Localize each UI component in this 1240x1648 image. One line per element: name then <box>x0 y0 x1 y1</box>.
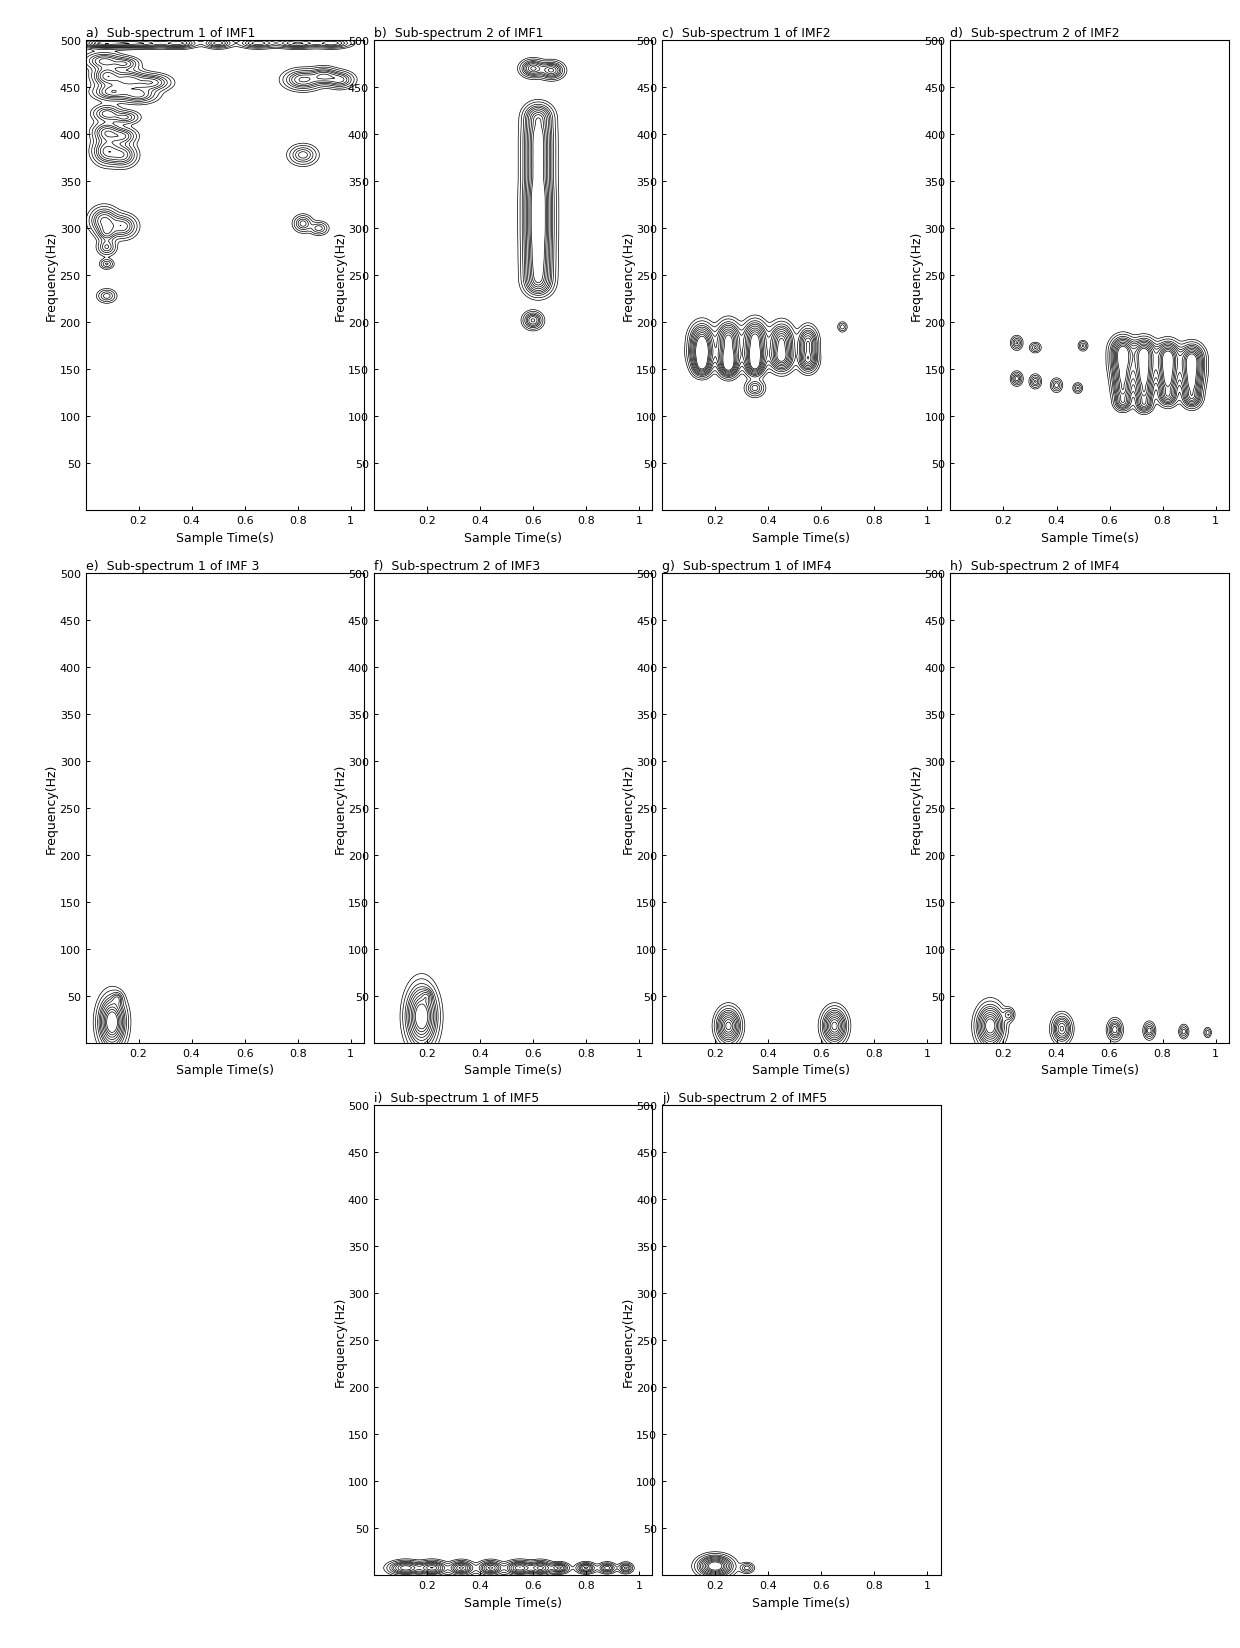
Y-axis label: Frequency(Hz): Frequency(Hz) <box>45 231 58 321</box>
X-axis label: Sample Time(s): Sample Time(s) <box>753 1063 851 1076</box>
Y-axis label: Frequency(Hz): Frequency(Hz) <box>621 763 635 854</box>
X-axis label: Sample Time(s): Sample Time(s) <box>464 1595 562 1608</box>
Text: h)  Sub-spectrum 2 of IMF4: h) Sub-spectrum 2 of IMF4 <box>950 559 1120 572</box>
Text: g)  Sub-spectrum 1 of IMF4: g) Sub-spectrum 1 of IMF4 <box>662 559 832 572</box>
X-axis label: Sample Time(s): Sample Time(s) <box>464 531 562 544</box>
Text: b)  Sub-spectrum 2 of IMF1: b) Sub-spectrum 2 of IMF1 <box>374 26 543 40</box>
Text: a)  Sub-spectrum 1 of IMF1: a) Sub-spectrum 1 of IMF1 <box>86 26 255 40</box>
X-axis label: Sample Time(s): Sample Time(s) <box>464 1063 562 1076</box>
Y-axis label: Frequency(Hz): Frequency(Hz) <box>334 231 346 321</box>
X-axis label: Sample Time(s): Sample Time(s) <box>1040 531 1138 544</box>
Y-axis label: Frequency(Hz): Frequency(Hz) <box>45 763 58 854</box>
Y-axis label: Frequency(Hz): Frequency(Hz) <box>621 231 635 321</box>
X-axis label: Sample Time(s): Sample Time(s) <box>753 531 851 544</box>
X-axis label: Sample Time(s): Sample Time(s) <box>176 531 274 544</box>
Text: f)  Sub-spectrum 2 of IMF3: f) Sub-spectrum 2 of IMF3 <box>374 559 539 572</box>
Y-axis label: Frequency(Hz): Frequency(Hz) <box>334 763 346 854</box>
Y-axis label: Frequency(Hz): Frequency(Hz) <box>910 763 923 854</box>
Text: e)  Sub-spectrum 1 of IMF 3: e) Sub-spectrum 1 of IMF 3 <box>86 559 259 572</box>
Y-axis label: Frequency(Hz): Frequency(Hz) <box>910 231 923 321</box>
X-axis label: Sample Time(s): Sample Time(s) <box>753 1595 851 1608</box>
Text: i)  Sub-spectrum 1 of IMF5: i) Sub-spectrum 1 of IMF5 <box>374 1091 539 1104</box>
X-axis label: Sample Time(s): Sample Time(s) <box>176 1063 274 1076</box>
Y-axis label: Frequency(Hz): Frequency(Hz) <box>334 1295 346 1386</box>
Text: c)  Sub-spectrum 1 of IMF2: c) Sub-spectrum 1 of IMF2 <box>662 26 831 40</box>
Text: d)  Sub-spectrum 2 of IMF2: d) Sub-spectrum 2 of IMF2 <box>950 26 1120 40</box>
Text: j)  Sub-spectrum 2 of IMF5: j) Sub-spectrum 2 of IMF5 <box>662 1091 827 1104</box>
X-axis label: Sample Time(s): Sample Time(s) <box>1040 1063 1138 1076</box>
Y-axis label: Frequency(Hz): Frequency(Hz) <box>621 1295 635 1386</box>
